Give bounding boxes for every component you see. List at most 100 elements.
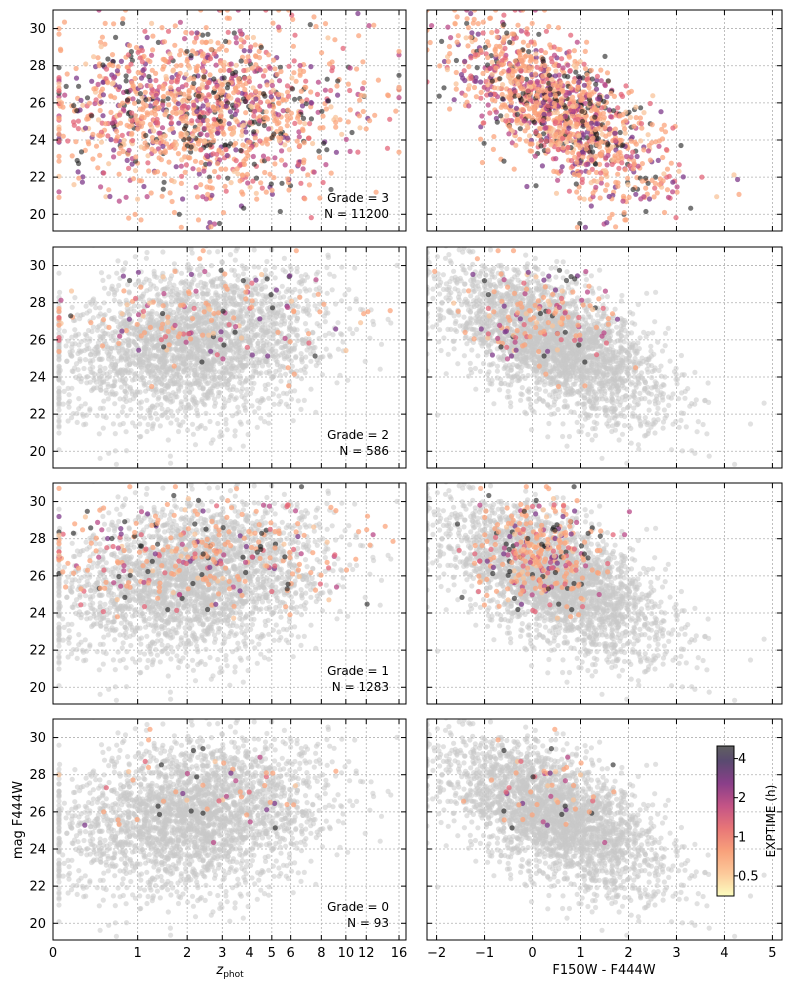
background-point [114, 270, 120, 276]
data-point [69, 153, 75, 159]
background-point [69, 353, 75, 359]
background-point [253, 332, 259, 338]
data-point [572, 154, 578, 160]
data-point [319, 50, 325, 56]
background-point [262, 267, 269, 273]
data-point [491, 85, 497, 91]
data-point [523, 53, 529, 59]
data-point [463, 35, 469, 41]
data-point [592, 114, 598, 120]
data-point [181, 91, 187, 97]
background-point [278, 378, 284, 384]
data-point [273, 116, 280, 122]
data-point [604, 94, 610, 100]
data-point [253, 53, 259, 60]
data-point [121, 137, 127, 143]
background-point [214, 323, 220, 329]
data-point [464, 16, 470, 22]
data-point [215, 40, 221, 46]
background-point [254, 424, 260, 430]
background-point [279, 283, 285, 289]
data-point [185, 155, 192, 161]
data-point [673, 215, 679, 221]
data-point [466, 103, 472, 109]
data-point [597, 116, 603, 122]
data-point [523, 67, 529, 74]
data-point [212, 168, 218, 175]
data-point [278, 157, 285, 163]
data-point [231, 30, 237, 36]
data-point [523, 138, 530, 144]
data-point [163, 73, 169, 80]
data-point [219, 100, 225, 107]
background-point [151, 405, 158, 411]
data-point [571, 79, 577, 85]
data-point [568, 32, 574, 38]
data-point [633, 191, 639, 197]
data-point [328, 104, 334, 110]
data-point [588, 120, 595, 126]
data-point [205, 106, 211, 112]
data-point [170, 142, 176, 148]
background-point [259, 302, 265, 308]
data-point [167, 190, 173, 196]
data-point [80, 174, 86, 180]
data-point [178, 180, 184, 186]
background-point [122, 260, 129, 266]
data-point [79, 179, 85, 185]
data-point [589, 166, 595, 172]
data-point [635, 163, 641, 169]
data-point [473, 94, 479, 100]
data-point [160, 143, 166, 149]
background-point [238, 307, 244, 313]
data-point [317, 125, 323, 131]
data-point [277, 64, 283, 70]
data-point [159, 25, 165, 31]
data-point [160, 98, 166, 104]
data-point [526, 133, 533, 139]
data-point [468, 10, 474, 17]
background-point [120, 420, 126, 427]
background-point [259, 363, 266, 369]
data-point [668, 160, 674, 166]
background-point [169, 373, 175, 379]
data-point [524, 183, 530, 190]
background-point [197, 385, 203, 391]
data-point [680, 174, 686, 180]
data-point [193, 184, 199, 190]
data-point [150, 47, 156, 53]
data-point [303, 101, 309, 107]
data-point [513, 142, 519, 148]
data-point [216, 147, 222, 153]
background-point [146, 380, 152, 386]
data-point [241, 161, 248, 167]
background-point [97, 368, 103, 374]
data-point [605, 152, 611, 158]
data-point [98, 184, 104, 190]
data-point [285, 107, 291, 113]
background-point [249, 386, 255, 392]
background-point [335, 346, 341, 352]
data-point [524, 102, 530, 108]
background-point [268, 271, 274, 277]
background-point [267, 328, 273, 334]
data-point [501, 37, 507, 43]
background-point [97, 364, 103, 370]
panel-frame [426, 9, 783, 232]
data-point [147, 77, 153, 84]
data-point [543, 95, 549, 101]
background-point [302, 370, 308, 376]
data-point [574, 224, 581, 230]
data-point [198, 182, 204, 188]
background-point [345, 377, 351, 383]
data-point [533, 55, 539, 61]
data-point [502, 45, 508, 52]
data-point [545, 147, 551, 153]
data-point [553, 131, 559, 137]
background-point [168, 408, 174, 414]
data-point [233, 62, 239, 68]
data-point [170, 68, 176, 74]
y-tick-label: 22 [29, 171, 46, 186]
data-point [466, 83, 472, 89]
data-point [238, 37, 244, 43]
